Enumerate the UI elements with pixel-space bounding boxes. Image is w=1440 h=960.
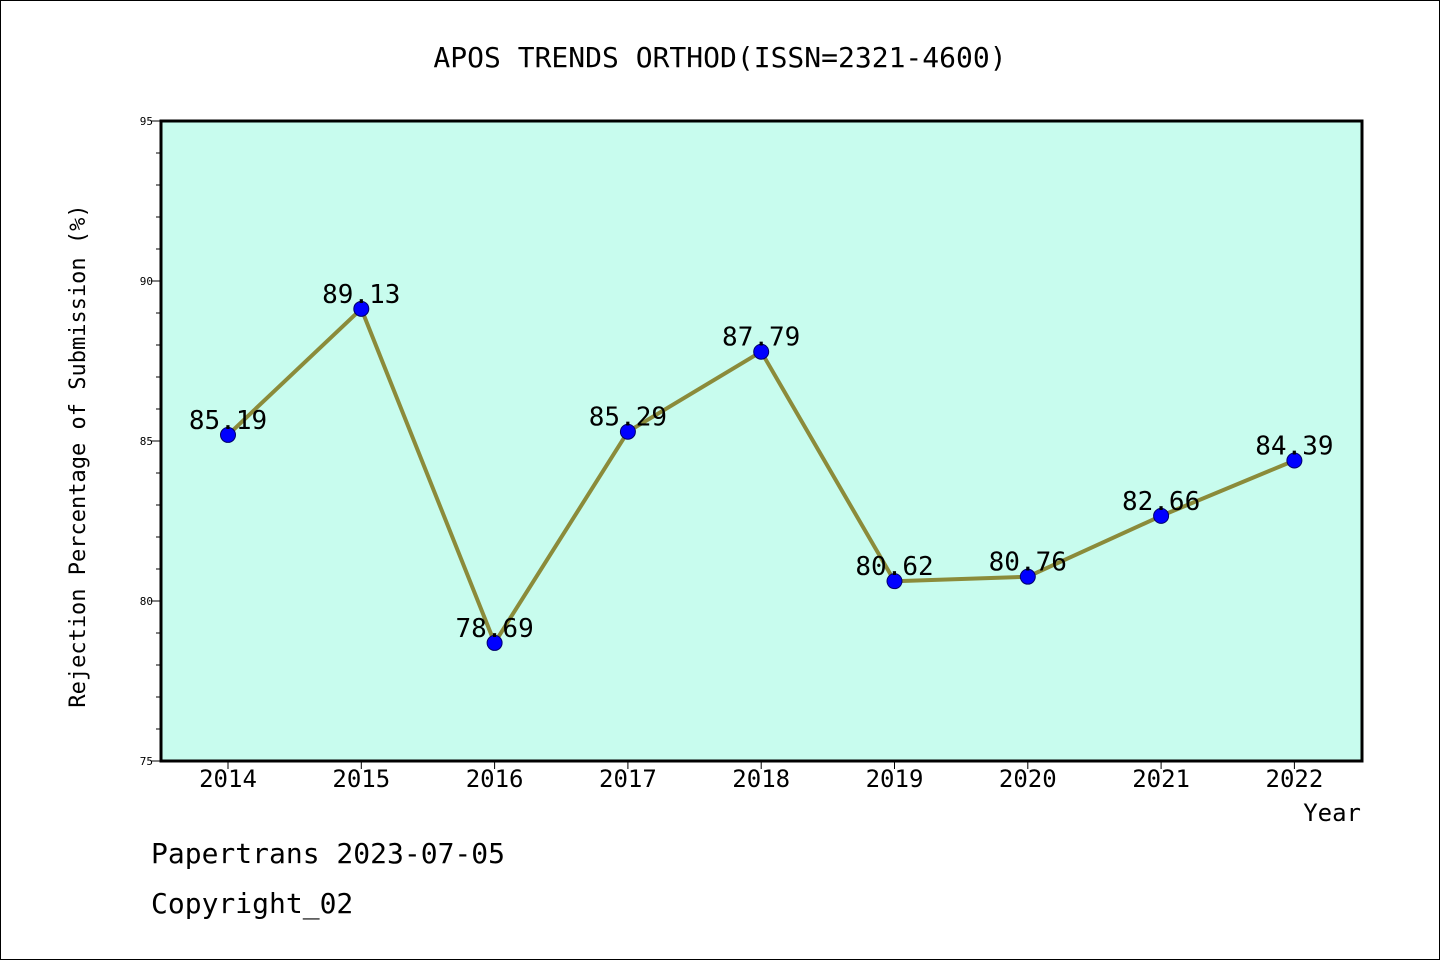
x-tick-label: 2014 [199, 765, 257, 793]
data-point [1019, 568, 1036, 585]
x-tick-label: 2019 [866, 765, 924, 793]
y-tick-label: 95 [140, 115, 153, 128]
x-tick-label: 2016 [466, 765, 524, 793]
data-label: 85.19 [189, 406, 267, 436]
x-tick-label: 2021 [1132, 765, 1190, 793]
data-point [1286, 452, 1303, 469]
data-point [220, 426, 236, 443]
data-point [619, 423, 636, 440]
data-point [1153, 507, 1170, 524]
data-point [486, 634, 503, 651]
data-label: 87.79 [722, 323, 800, 353]
data-point [353, 300, 370, 317]
y-tick-label: 85 [140, 435, 153, 448]
footer-date-text: Papertrans 2023-07-05 [151, 837, 506, 870]
plot-border [159, 119, 1364, 763]
data-label: 82.66 [1122, 487, 1200, 517]
y-tick-label: 75 [140, 755, 153, 768]
x-axis-label: Year [1303, 799, 1361, 827]
x-tick-label: 2020 [999, 765, 1057, 793]
data-label: 78.69 [455, 614, 533, 644]
y-axis-label: Rejection Percentage of Submission (%) [66, 204, 91, 707]
x-tick-label: 2018 [732, 765, 790, 793]
x-tick-label: 2017 [599, 765, 657, 793]
data-label: 80.62 [855, 552, 933, 582]
y-tick-label: 90 [140, 275, 153, 288]
data-label: 84.39 [1255, 432, 1333, 462]
x-tick-label: 2022 [1266, 765, 1324, 793]
footer-copyright-text: Copyright_02 [151, 887, 354, 920]
data-label: 89.13 [322, 280, 400, 310]
data-label: 85.29 [589, 403, 667, 433]
x-tick-label: 2015 [332, 765, 390, 793]
y-tick-label: 80 [140, 595, 153, 608]
plot-area [161, 121, 1362, 761]
data-label: 80.76 [989, 548, 1067, 578]
chart-title: APOS TRENDS ORTHOD(ISSN=2321-4600) [433, 41, 1006, 74]
data-point [753, 343, 770, 360]
data-point [886, 573, 903, 590]
